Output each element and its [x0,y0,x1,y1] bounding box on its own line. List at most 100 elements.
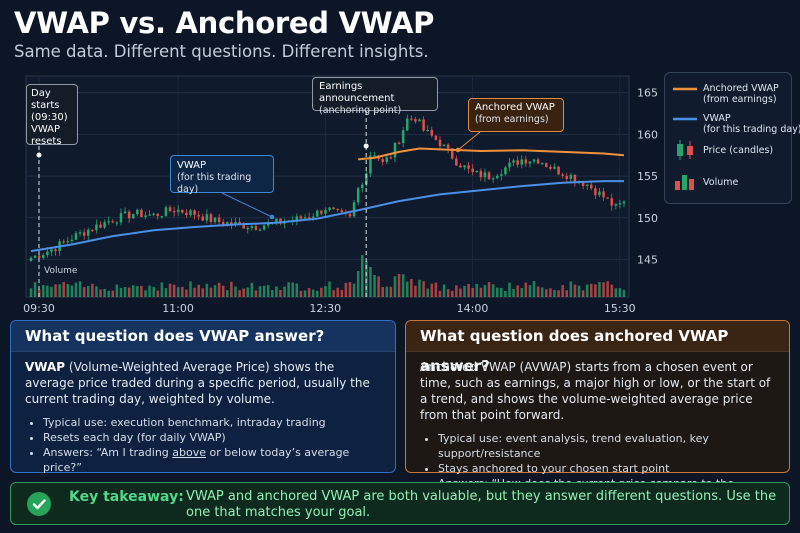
volume-bar [70,285,74,297]
candle-body [217,217,221,223]
candle-body [246,227,250,230]
candle-body [504,167,507,175]
callout-volume: Volume [44,266,78,276]
callout-vwap-title: VWAP [177,160,207,171]
volume-bar [557,290,560,297]
candle-body [107,221,110,223]
vwap-bullet-3-pre: Answers: “Am I trading [43,446,173,459]
volume-bar [361,255,364,297]
volume-bar [131,285,135,297]
legend-avwap-swatch [673,87,697,91]
avwap-callout-dot [455,147,461,153]
volume-bar [221,285,225,297]
volume-bar [614,288,618,297]
callout-day-starts-line2: VWAP resets [31,124,62,147]
callout-day-starts-line1: (09:30) [31,112,68,123]
avwap-bullet-2: Stays anchored to your chosen start poin… [438,461,775,476]
volume-bar [95,286,98,297]
volume-bar [152,286,155,297]
candle-body [328,207,331,210]
candle-body [369,155,372,174]
vwap-panel-lead-bold: VWAP [25,360,66,374]
candle-body [181,209,184,213]
candle-body [295,216,299,221]
volume-bar [307,288,311,297]
candle-body [463,165,466,168]
candle-body [74,233,78,240]
volume-bar [156,290,160,297]
volume-bar [201,288,205,297]
candle-body [226,222,229,225]
volume-bar [369,267,372,297]
y-tick-label: 155 [637,170,658,183]
volume-bar [397,273,401,297]
earnings-marker [363,143,369,149]
candle-body [467,165,470,169]
candle-body [54,249,57,251]
candle-body [585,184,589,186]
volume-bar [377,276,380,297]
candle-body [422,119,425,131]
candle-body [86,229,90,236]
avwap-panel-lead: Anchored VWAP (AVWAP) starts from a chos… [420,360,771,422]
volume-bars-icon [675,175,694,190]
candle-body [176,209,180,212]
volume-bar [279,290,282,297]
volume-bar [524,282,528,297]
legend-price-title: Price (candles) [703,145,774,156]
candle-body [136,209,139,215]
y-tick-label: 165 [637,87,658,100]
volume-bar [144,290,147,297]
callout-vwap-sub: (for this trading day) [177,172,252,195]
candle-body [500,174,503,176]
volume-bar [230,281,233,297]
chart-legend: Anchored VWAP (from earnings) VWAP (for th… [664,72,800,204]
volume-bar [438,290,442,297]
y-tick-label: 145 [637,253,658,266]
candle-body [385,157,389,162]
candle-body [594,188,597,196]
volume-bar [140,285,143,297]
candle-body [508,162,511,168]
volume-bar [553,289,556,297]
volume-bar [504,290,507,297]
volume-bar [467,283,470,297]
volume-bar [275,286,278,297]
candle-body [405,118,409,131]
candle-body [430,129,434,136]
volume-bar [528,285,532,297]
volume-bar [209,287,213,297]
avwap-panel-heading: What question does anchored VWAP answer? [406,321,789,375]
volume-bar [508,282,511,297]
candle-body [209,214,213,223]
candle-body [410,118,413,120]
candle-body [189,210,192,216]
callout-day-starts-title: Day starts [31,88,60,111]
candle-body [205,214,209,221]
volume-bar [242,288,245,297]
volume-bar [389,286,393,297]
volume-bar [348,282,352,297]
legend-vwap-sub: (for this trading day) [703,124,800,135]
candle-body [340,210,344,212]
candle-body [91,229,94,231]
volume-bar [455,285,458,297]
volume-bar [291,282,294,297]
volume-bar [287,282,290,297]
volume-bar [430,283,434,297]
takeaway-label: Key takeaway: [69,489,184,505]
candle-body [483,172,487,178]
vwap-callout-connector [221,192,273,218]
candle-body [381,159,384,162]
vwap-bullet-3-post: or below today’s average price?” [43,446,350,474]
callout-day-starts: Day starts (09:30) VWAP resets [26,84,78,147]
volume-bar [598,281,601,297]
volume-bar [168,283,172,297]
volume-bar [336,287,339,297]
volume-bar [332,290,335,297]
candle-body [279,218,282,224]
candle-body [127,211,131,219]
vwap-bullet-2: Resets each day (for daily VWAP) [43,430,381,445]
volume-bar [86,285,90,297]
vwap-explainer-panel: What question does VWAP answer? VWAP (Vo… [10,320,396,474]
